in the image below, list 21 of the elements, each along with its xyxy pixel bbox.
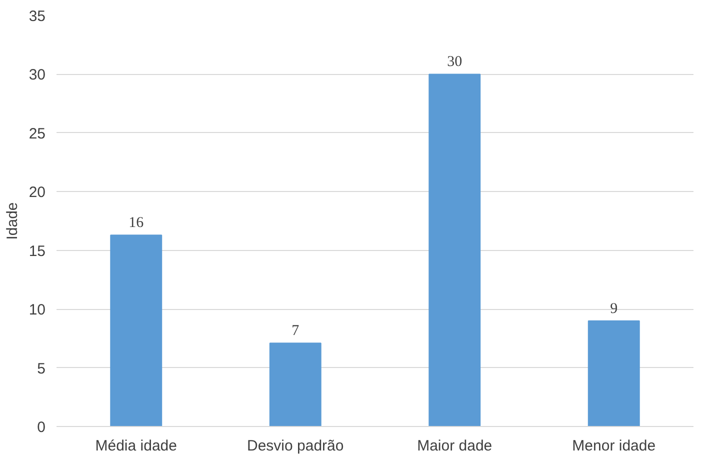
y-tick-label: 5 [37,360,46,378]
y-tick-label: 20 [28,184,46,202]
y-tick-label: 35 [28,8,46,25]
data-label: 16 [128,215,144,232]
bar [110,234,162,426]
x-tick-label: Desvio padrão [247,438,344,454]
y-tick-label: 10 [28,302,46,319]
y-tick-label: 15 [28,242,46,260]
y-tick-label: 25 [28,125,46,142]
y-tick-label: 0 [37,419,46,436]
y-axis-title: Idade [4,202,21,240]
x-tick-label: Maior dade [417,438,492,454]
data-label: 7 [292,323,300,340]
y-tick-label: 30 [28,66,46,84]
data-label: 9 [610,300,618,317]
x-tick-label: Média idade [95,438,177,454]
bar [428,74,481,426]
bar [588,320,640,426]
x-tick-label: Menor idade [572,438,656,454]
data-label: 30 [447,54,462,70]
bar [269,342,322,426]
